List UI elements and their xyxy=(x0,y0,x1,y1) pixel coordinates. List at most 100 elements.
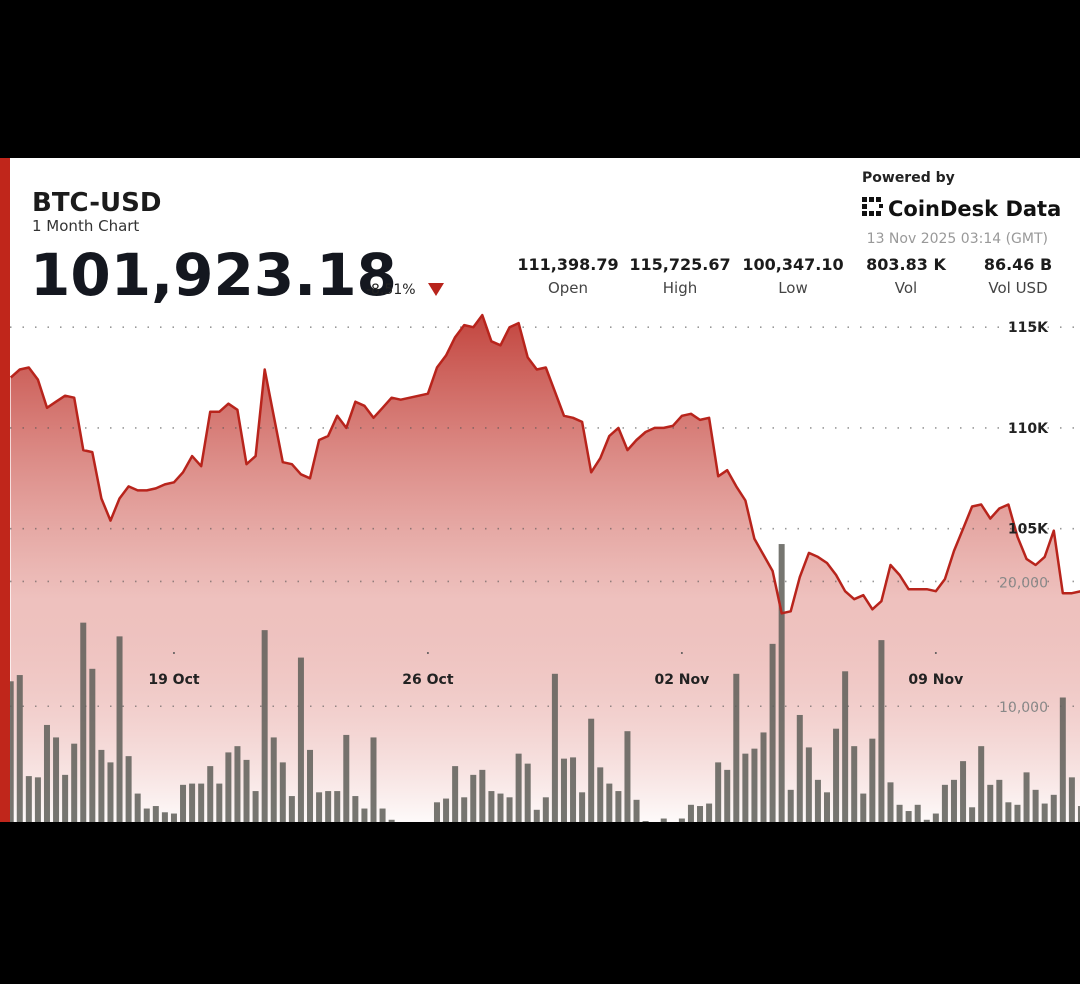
volume-bar xyxy=(325,791,332,822)
price-line xyxy=(10,313,1080,615)
volume-bar xyxy=(579,792,586,822)
stat-value: 803.83 K xyxy=(866,255,946,274)
volume-bar xyxy=(134,793,141,822)
volume-bar xyxy=(615,791,622,822)
brand: CoinDesk Data xyxy=(888,197,1061,221)
volume-bar xyxy=(234,746,241,822)
y2-tick-label: 20,000 xyxy=(999,575,1048,591)
volume-bar xyxy=(316,792,323,822)
volume-bar xyxy=(860,793,867,822)
volume-bar xyxy=(1050,794,1057,822)
volume-bar xyxy=(778,544,785,822)
volume-bar xyxy=(1059,697,1066,822)
x-tick-mark xyxy=(934,652,937,654)
volume-bar xyxy=(370,737,377,822)
volume-bar xyxy=(497,793,504,822)
volume-bar xyxy=(796,714,803,822)
volume-bar xyxy=(34,777,41,822)
volume-bar xyxy=(606,783,613,822)
brand-logo xyxy=(862,197,883,216)
volume-bar xyxy=(969,807,976,822)
y-tick-label: 115K xyxy=(1008,320,1049,336)
subtitle: 1 Month Chart xyxy=(32,217,139,235)
volume-bar xyxy=(116,636,123,822)
volume-bar xyxy=(941,784,948,822)
stat-label: Vol xyxy=(895,279,917,297)
volume-bar xyxy=(297,657,304,822)
volume-bar xyxy=(715,762,722,822)
powered-by: Powered by xyxy=(862,170,955,186)
volume-bar xyxy=(488,791,495,822)
volume-bar xyxy=(506,797,513,822)
volume-bar xyxy=(905,811,912,822)
y-tick-label: 110K xyxy=(1008,421,1049,437)
volume-bar xyxy=(551,673,558,822)
volume-bar xyxy=(170,813,177,822)
price: 101,923.18 xyxy=(30,241,397,309)
volume-bar xyxy=(1068,777,1075,822)
x-tick-mark xyxy=(426,652,429,654)
volume-bar xyxy=(1014,804,1021,822)
stat-value: 111,398.79 xyxy=(517,255,618,274)
volume-bar xyxy=(1023,772,1030,822)
volume-bar xyxy=(887,782,894,822)
volume-bar xyxy=(588,718,595,822)
x-tick-label: 19 Oct xyxy=(148,672,200,688)
volume-bar xyxy=(80,622,87,822)
volume-bar xyxy=(960,761,967,822)
volume-bar xyxy=(533,809,540,822)
volume-bar xyxy=(560,758,567,822)
volume-bar xyxy=(987,784,994,822)
volume-bar xyxy=(824,792,830,822)
volume-bar xyxy=(62,774,69,822)
volume-bar xyxy=(678,818,685,822)
x-tick-label: 26 Oct xyxy=(402,672,454,688)
volume-bar xyxy=(43,724,50,822)
x-tick-label: 02 Nov xyxy=(654,672,709,688)
volume-bar xyxy=(243,759,250,822)
y2-tick-label: 10,000 xyxy=(999,700,1048,716)
volume-bar xyxy=(98,749,105,822)
stat-label: Low xyxy=(778,279,808,297)
volume-bar xyxy=(461,797,468,822)
volume-bar xyxy=(279,762,286,822)
volume-bar xyxy=(833,728,840,822)
volume-bar xyxy=(252,791,259,822)
volume-bar xyxy=(733,673,740,822)
volume-bar xyxy=(433,802,440,822)
volume-bar xyxy=(216,783,223,822)
volume-bar xyxy=(352,796,359,822)
volume-bar xyxy=(1032,789,1039,822)
stat-label: High xyxy=(663,279,697,297)
volume-bar xyxy=(570,757,577,822)
volume-bar xyxy=(125,756,132,822)
volume-bar xyxy=(1041,803,1048,822)
stat-value: 115,725.67 xyxy=(629,255,730,274)
volume-bar xyxy=(914,804,921,822)
volume-bar xyxy=(470,774,477,822)
volume-bar xyxy=(597,767,604,822)
volume-bar xyxy=(16,675,23,822)
stat-label: Vol USD xyxy=(988,279,1047,297)
volume-bar xyxy=(270,737,277,822)
volume-bar xyxy=(642,821,649,822)
volume-bar xyxy=(996,779,1003,822)
accent-bar xyxy=(0,158,10,822)
volume-bar xyxy=(307,749,314,822)
volume-bar xyxy=(388,819,395,822)
stat-value: 86.46 B xyxy=(984,255,1052,274)
volume-bar xyxy=(978,746,985,822)
volume-bar xyxy=(932,813,939,822)
volume-bar xyxy=(515,753,522,822)
volume-bar xyxy=(814,779,821,822)
volume-bar xyxy=(180,784,187,822)
volume-bar xyxy=(143,808,150,822)
volume-bar xyxy=(379,808,386,822)
volume-bar xyxy=(869,738,876,822)
volume-bar xyxy=(89,668,96,822)
volume-bar xyxy=(805,747,812,822)
volume-bar xyxy=(189,783,196,822)
volume-bar xyxy=(751,748,758,822)
volume-bar xyxy=(633,799,640,822)
volume-bar xyxy=(152,806,159,822)
